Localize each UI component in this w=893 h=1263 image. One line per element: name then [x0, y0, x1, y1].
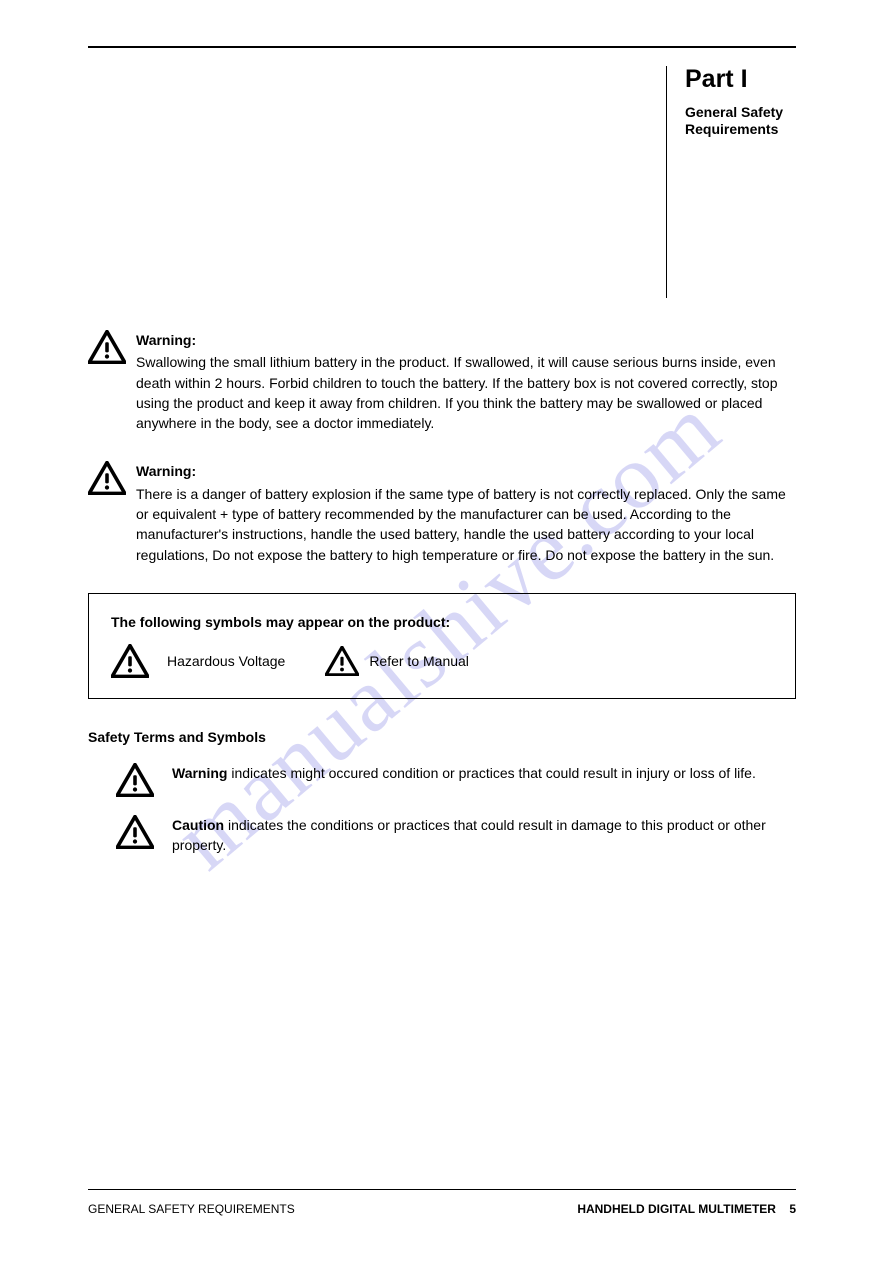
warning-icon	[111, 644, 149, 678]
warning-icon	[116, 763, 154, 797]
footer-page-number: 5	[789, 1202, 796, 1216]
warning-text: There is a danger of battery explosion i…	[136, 484, 796, 565]
part-subtitle: General Safety Requirements	[685, 104, 796, 139]
term-row-warning: Warning indicates might occured conditio…	[116, 763, 796, 797]
part-title: Part I	[685, 66, 796, 94]
warning-icon	[88, 461, 126, 495]
warning-block-2: Warning: There is a danger of battery ex…	[88, 461, 796, 564]
term-heading: Warning	[172, 765, 227, 781]
warning-text: Swallowing the small lithium battery in …	[136, 352, 796, 433]
warning-block-1: Warning: Swallowing the small lithium ba…	[88, 330, 796, 433]
footer-brand: HANDHELD DIGITAL MULTIMETER	[577, 1202, 776, 1216]
footer-right: HANDHELD DIGITAL MULTIMETER 5	[577, 1202, 796, 1216]
symbols-box: The following symbols may appear on the …	[88, 593, 796, 699]
top-rule	[88, 46, 796, 48]
symbol-label-hazardous: Hazardous Voltage	[167, 651, 285, 671]
term-row-caution: Caution indicates the conditions or prac…	[116, 815, 796, 856]
warning-heading: Warning:	[136, 330, 796, 350]
bottom-rule	[88, 1189, 796, 1190]
section-title: Safety Terms and Symbols	[88, 729, 796, 745]
warning-icon	[88, 330, 126, 364]
term-text: indicates the conditions or practices th…	[172, 817, 766, 853]
symbols-box-lead: The following symbols may appear on the …	[111, 614, 773, 630]
warning-icon	[325, 646, 359, 676]
term-heading: Caution	[172, 817, 224, 833]
term-text: indicates might occured condition or pra…	[231, 765, 755, 781]
symbol-label-manual: Refer to Manual	[369, 651, 469, 671]
footer-left: GENERAL SAFETY REQUIREMENTS	[88, 1202, 295, 1216]
header-sidebar: Part I General Safety Requirements	[666, 66, 796, 298]
warning-icon	[116, 815, 154, 849]
warning-heading: Warning:	[136, 461, 796, 481]
